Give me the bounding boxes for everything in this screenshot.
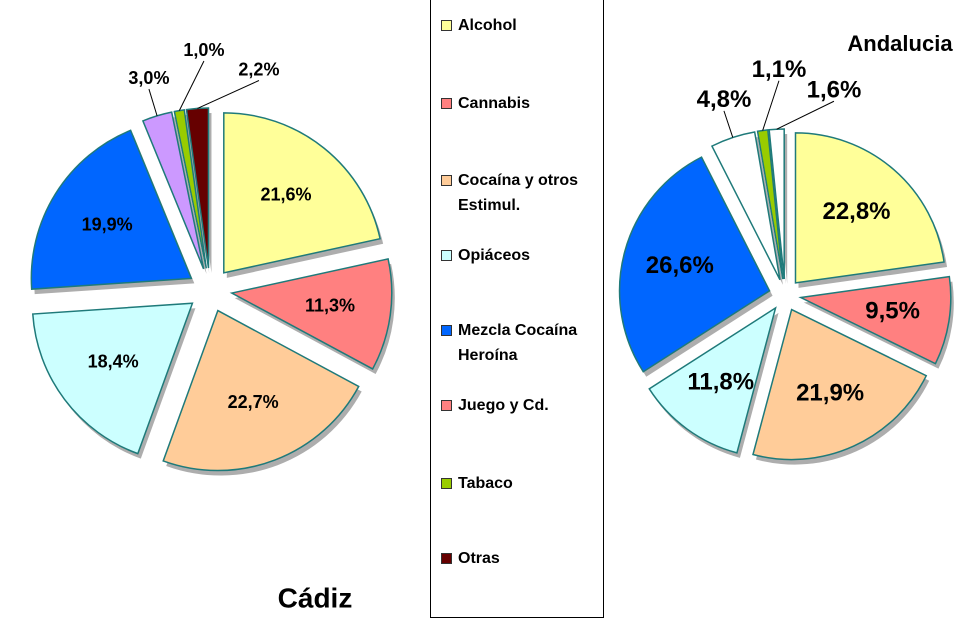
legend-item: Cocaína y otros Estimul. [441, 168, 591, 218]
value-label: 22,8% [822, 198, 890, 225]
value-label: 22,7% [228, 392, 279, 412]
legend-item: Alcohol [441, 13, 591, 38]
legend-label: Tabaco [458, 475, 513, 492]
legend-swatch [441, 400, 452, 411]
legend-label: Cocaína y otros Estimul. [458, 172, 579, 214]
legend-item: Tabaco [441, 471, 591, 496]
leader-line [723, 110, 734, 138]
leader-line [178, 60, 205, 111]
leader-line [762, 80, 780, 131]
legend-swatch [441, 98, 452, 109]
legend-label: Cannabis [458, 95, 531, 112]
value-label: 21,6% [260, 184, 311, 204]
legend-label: Juego y Cd. [458, 397, 549, 414]
pie-slice [162, 309, 360, 472]
value-label: 26,6% [646, 252, 714, 279]
pie-slice [618, 156, 771, 373]
value-label: 4,8% [697, 86, 752, 113]
chart-title: Andalucia [847, 31, 953, 56]
legend-swatch [441, 478, 452, 489]
chart-title: Cádiz [278, 582, 353, 613]
legend-swatch [441, 553, 452, 564]
legend-swatch [441, 175, 452, 186]
legend-swatch [441, 20, 452, 31]
value-label: 3,0% [128, 68, 169, 88]
value-label: 11,3% [305, 296, 355, 316]
pie-slice [648, 306, 777, 454]
pie-slice [30, 129, 193, 290]
pie-slice [229, 258, 393, 370]
value-label: 1,6% [807, 77, 862, 104]
pie-slice [752, 308, 928, 461]
legend: Alcohol Cannabis Cocaína y otros Estimul. O… [430, 0, 604, 618]
legend-item: Mezcla Cocaína Heroína [441, 318, 591, 368]
value-label: 9,5% [865, 298, 920, 325]
legend-item: Juego y Cd. [441, 393, 591, 418]
pie-slice [710, 131, 781, 281]
legend-swatch [441, 250, 452, 261]
pie-slice [794, 132, 945, 284]
pie-slice [798, 275, 952, 365]
leader-line [197, 80, 260, 109]
pie-slice [223, 112, 382, 274]
legend-item: Cannabis [441, 91, 591, 116]
legend-label: Mezcla Cocaína Heroína [458, 322, 578, 364]
value-label: 18,4% [88, 352, 139, 372]
legend-label: Otras [458, 550, 500, 567]
value-label: 19,9% [82, 215, 133, 235]
legend-label: Alcohol [458, 17, 517, 34]
value-label: 1,0% [183, 40, 224, 60]
value-label: 2,2% [238, 59, 279, 79]
leader-line [776, 100, 835, 130]
pie-slice [31, 302, 194, 455]
value-label: 21,9% [796, 380, 864, 407]
legend-item: Otras [441, 546, 591, 571]
value-label: 11,8% [687, 368, 754, 395]
leader-line [148, 88, 158, 117]
legend-label: Opiáceos [458, 247, 531, 264]
legend-swatch [441, 325, 452, 336]
legend-item: Opiáceos [441, 243, 591, 268]
value-label: 1,1% [752, 56, 807, 83]
